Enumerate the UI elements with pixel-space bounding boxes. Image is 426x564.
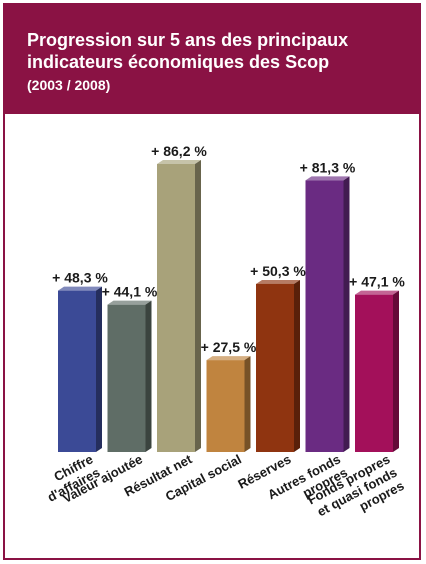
- bar-front-face: [355, 294, 393, 452]
- bar-6: [305, 176, 350, 453]
- bar-1: [58, 286, 102, 452]
- chart-title: Progression sur 5 ans des principaux ind…: [27, 30, 349, 72]
- bar-4: [206, 356, 251, 452]
- header-banner: Progression sur 5 ans des principaux ind…: [5, 5, 419, 114]
- bar-7: [355, 290, 399, 452]
- bar-top-face: [58, 286, 102, 291]
- bar-side-face: [294, 279, 300, 452]
- bar-top-face: [206, 356, 251, 361]
- bar-side-face: [96, 286, 102, 452]
- bar-top-face: [107, 300, 152, 305]
- bar-side-face: [343, 176, 350, 453]
- bar-front-face: [107, 304, 146, 452]
- bar-side-face: [195, 160, 201, 452]
- bar-5: [256, 279, 300, 452]
- value-label: + 47,1 %: [349, 274, 405, 290]
- bar-front-face: [58, 290, 96, 452]
- bar-top-face: [157, 160, 201, 164]
- value-label: + 44,1 %: [102, 284, 158, 300]
- bar-side-face: [244, 356, 251, 452]
- value-label: + 81,3 %: [300, 159, 356, 175]
- bar-front-face: [157, 164, 195, 452]
- bar-front-face: [256, 283, 294, 452]
- bar-3: [157, 160, 201, 452]
- bar-side-face: [393, 290, 399, 452]
- value-label: + 50,3 %: [250, 263, 306, 279]
- value-label: + 86,2 %: [151, 143, 207, 159]
- bar-top-face: [256, 279, 300, 284]
- chart-frame: Progression sur 5 ans des principaux ind…: [3, 3, 421, 560]
- bar-2: [107, 300, 152, 452]
- bar-front-face: [305, 180, 344, 453]
- bar-top-face: [305, 176, 350, 181]
- bar-front-face: [206, 360, 245, 452]
- value-label: + 27,5 %: [201, 339, 257, 355]
- bar-side-face: [145, 300, 152, 452]
- chart-subtitle: (2003 / 2008): [27, 77, 111, 93]
- value-label: + 48,3 %: [52, 270, 108, 286]
- bar-top-face: [355, 290, 399, 295]
